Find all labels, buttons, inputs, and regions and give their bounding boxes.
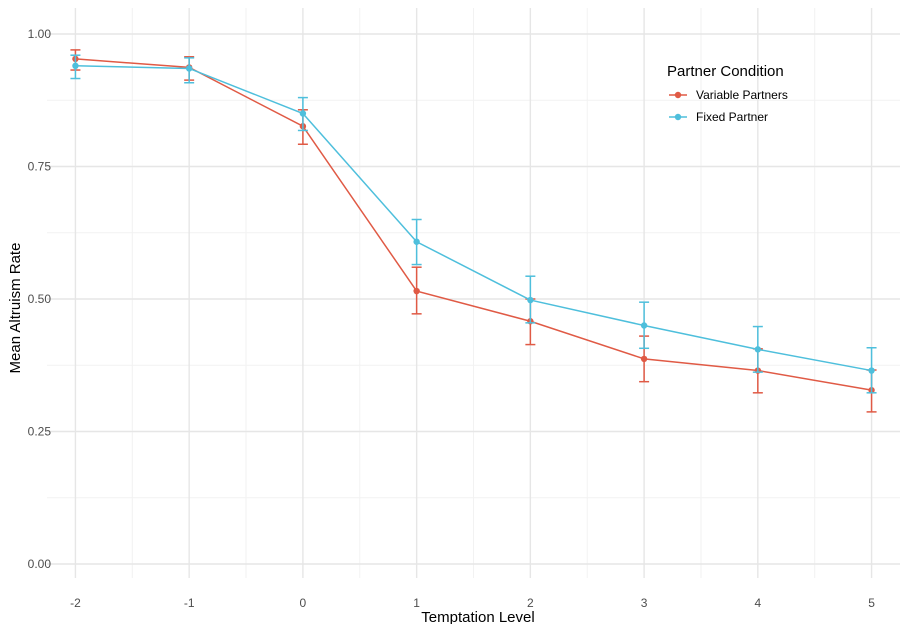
y-tick-label: 0.25	[28, 425, 52, 439]
y-tick-label: 1.00	[28, 27, 52, 41]
y-tick-label: 0.75	[28, 160, 52, 174]
x-axis-ticks: -2 -1 0 1 2 3 4 5	[70, 596, 875, 610]
data-point	[413, 287, 420, 295]
x-tick-label: -2	[70, 596, 81, 610]
y-tick-label: 0.50	[28, 292, 52, 306]
data-point	[868, 367, 875, 374]
legend-item: Variable Partners	[669, 88, 788, 102]
data-point	[527, 296, 534, 304]
data-point	[754, 346, 762, 353]
data-point	[72, 62, 79, 69]
legend-label: Fixed Partner	[696, 110, 768, 124]
x-tick-label: 1	[413, 596, 420, 610]
data-point	[640, 322, 648, 329]
x-tick-label: 4	[754, 596, 761, 610]
y-tick-label: 0.00	[28, 557, 52, 571]
data-point	[640, 355, 648, 363]
x-tick-label: -1	[184, 596, 195, 610]
data-point	[413, 238, 420, 245]
legend-item: Fixed Partner	[669, 110, 768, 124]
data-point	[185, 65, 193, 72]
legend-title: Partner Condition	[667, 63, 784, 80]
legend-swatch-point	[674, 113, 682, 121]
x-axis-title: Temptation Level	[421, 609, 534, 624]
legend-label: Variable Partners	[696, 88, 788, 102]
series-fixed-partner	[70, 54, 877, 394]
y-axis-title: Mean Altruism Rate	[7, 243, 24, 374]
series-layer	[70, 49, 877, 413]
y-axis-ticks: 0.00 0.25 0.50 0.75 1.00	[28, 27, 52, 571]
x-tick-label: 0	[300, 596, 307, 610]
series-line	[75, 58, 872, 391]
x-tick-label: 3	[641, 596, 648, 610]
x-tick-label: 5	[868, 596, 875, 610]
series-line	[75, 65, 872, 372]
legend: Partner Condition Variable Partners Fixed…	[667, 63, 788, 124]
x-tick-label: 2	[527, 596, 534, 610]
legend-swatch-point	[674, 91, 682, 99]
data-point	[299, 110, 307, 117]
legend-items: Variable Partners Fixed Partner	[669, 88, 788, 124]
